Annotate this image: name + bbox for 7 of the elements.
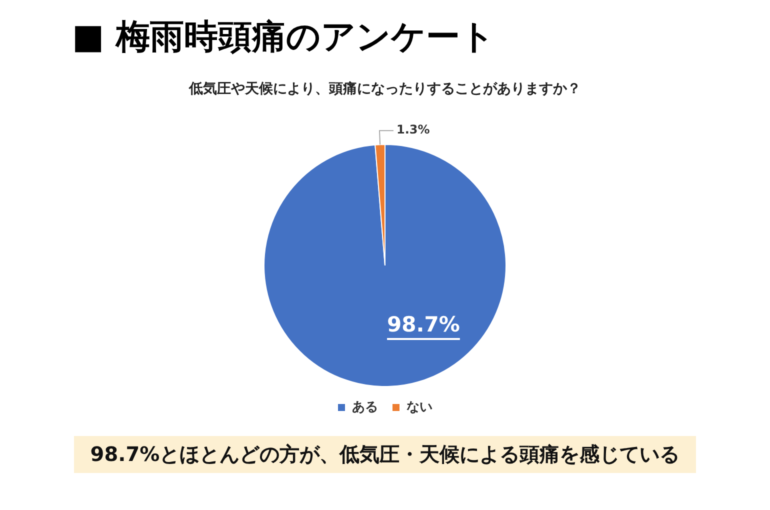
legend-label: ある — [352, 400, 378, 415]
text: 98.7%とほとんどの方が、低気圧・天候による頭痛を感じている — [74, 436, 696, 473]
chart-title: ■ 梅雨時頭痛のアンケート — [72, 16, 495, 59]
chart-subtitle: 低気圧や天候により、頭痛になったりすることがありますか？ — [188, 80, 582, 98]
legend-label: ない — [406, 400, 432, 415]
data-label: 98.7% — [387, 312, 460, 336]
data-label: 1.3% — [396, 122, 430, 137]
